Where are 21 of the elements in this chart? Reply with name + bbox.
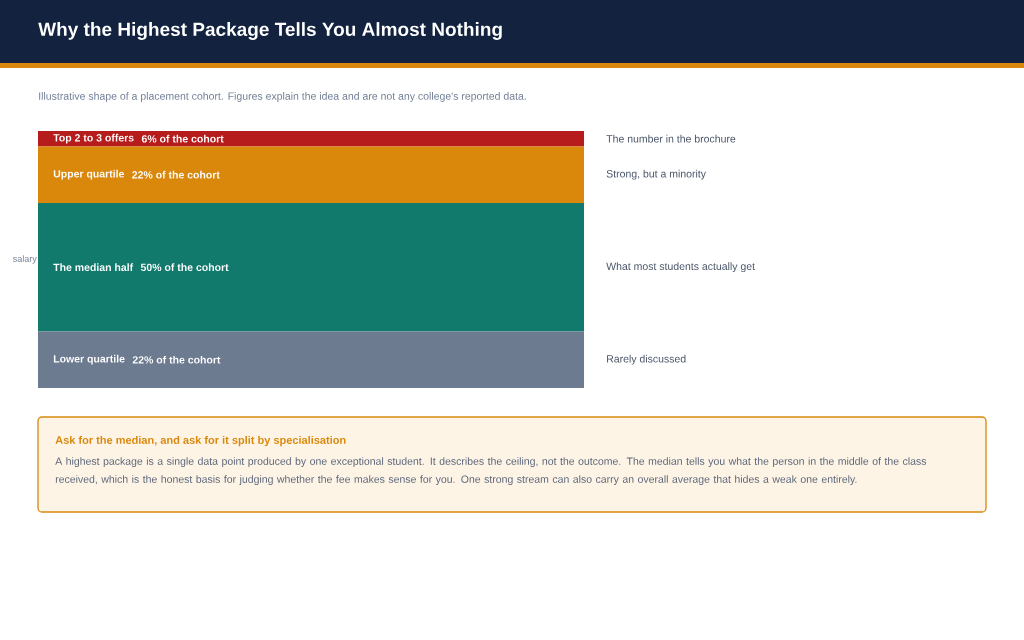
text: A highest package is a single data point produced by one exceptional student. It describes the ceiling, not the outcome. The median tells you what the person in the middle of the class received, which is the honest basis for judging whether the fee makes sense for you. One strong stream can also carry an overall average that hides a weak one entirely. <box>55 457 927 485</box>
chart-subtitle: Illustrative shape of a placement cohort. Figures explain the idea and are not any college's reported data. <box>39 92 526 102</box>
series-label: Lower quartile <box>53 354 125 365</box>
series-label: The median half <box>53 263 134 272</box>
text: Strong, but a minority <box>606 169 706 180</box>
series-label: Top 2 to 3 offers <box>53 133 134 144</box>
chart-title: Why the Highest Package Tells You Almost Nothing <box>38 22 502 40</box>
data-label: 22% of the cohort <box>132 355 221 364</box>
series-label: Upper quartile <box>53 169 125 180</box>
text: What most students actually get <box>606 262 755 273</box>
bar <box>38 146 585 203</box>
text: Rarely discussed <box>607 354 686 365</box>
text: Ask for the median, and ask for it split by specialisation <box>55 435 346 447</box>
text: The number in the brochure <box>606 134 736 143</box>
bar <box>38 131 585 147</box>
data-label: 6% of the cohort <box>141 134 224 143</box>
bar <box>38 202 585 332</box>
data-label: 22% of the cohort <box>132 170 220 179</box>
y-axis-title: salary <box>13 255 37 264</box>
data-label: 50% of the cohort <box>140 263 229 272</box>
bar <box>38 331 585 388</box>
